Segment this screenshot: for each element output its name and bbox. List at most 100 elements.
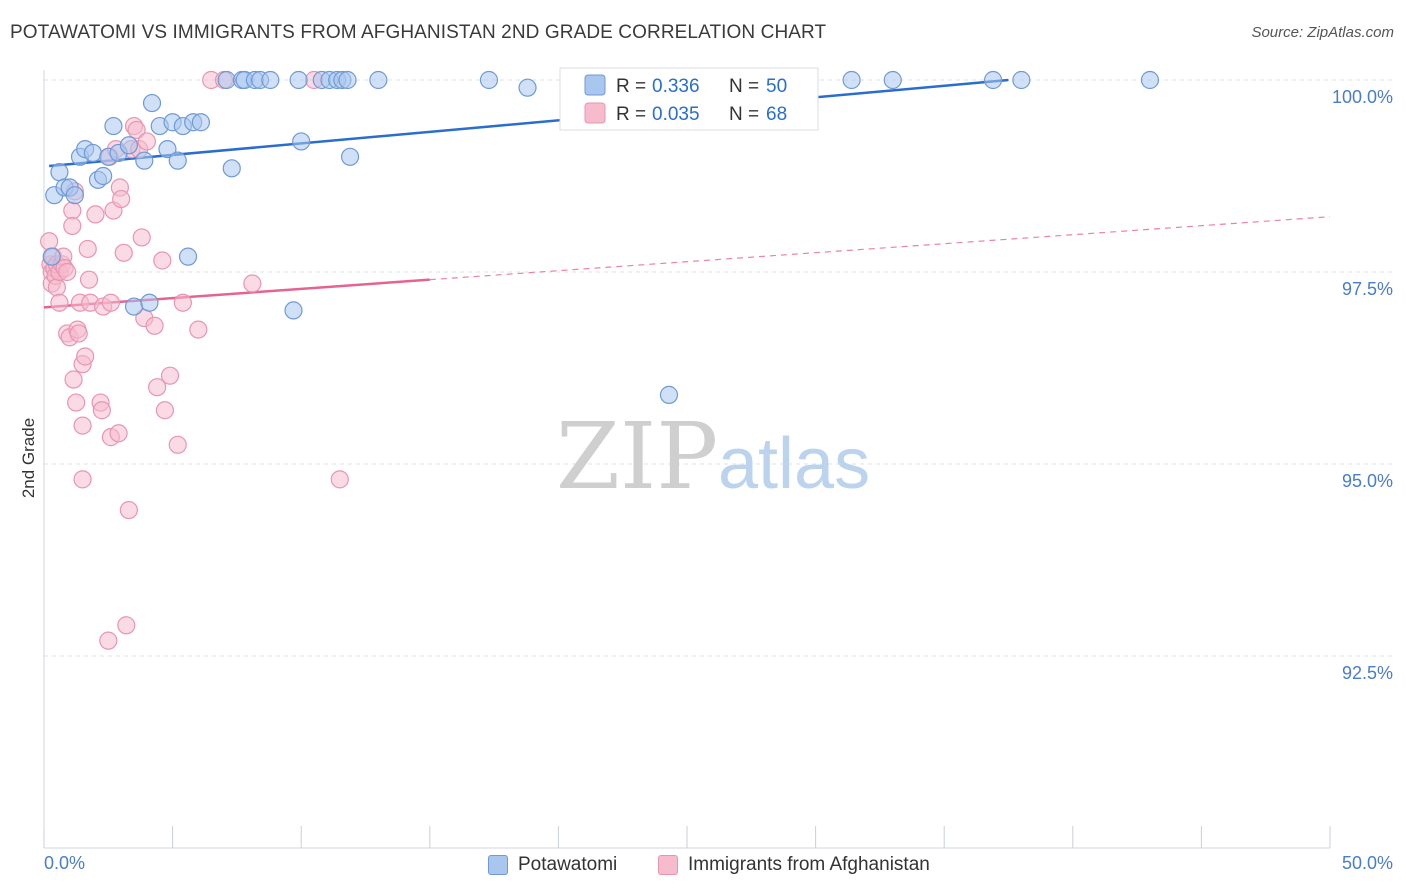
point-afghanistan [50,293,69,312]
point-afghanistan [63,201,82,220]
point-potawatomi [158,140,177,159]
legend-item-potawatomi: Potawatomi [488,852,617,878]
point-afghanistan [132,228,151,247]
point-afghanistan [69,324,88,343]
point-potawatomi [261,70,280,90]
point-afghanistan [67,393,86,412]
point-afghanistan [148,378,167,397]
legend-bottom-swatch-afghanistan [658,855,678,875]
x-tick-label: 50.0% [1342,853,1393,873]
point-afghanistan [243,274,262,293]
point-potawatomi [289,70,308,90]
legend-r-label-2: R = [616,104,646,125]
point-afghanistan [330,470,349,489]
point-afghanistan [109,424,128,443]
legend-swatch-potawatomi [584,74,606,96]
point-afghanistan [73,416,92,435]
point-afghanistan [76,347,95,366]
point-afghanistan [101,293,120,312]
point-afghanistan [78,239,97,259]
point-potawatomi [83,143,102,163]
point-afghanistan [99,631,118,650]
y-tick-label: 97.5% [1342,279,1393,299]
point-afghanistan [189,320,208,339]
watermark-zip: ZIP [556,403,718,510]
point-afghanistan [173,293,192,312]
point-potawatomi [338,70,357,90]
legend-bottom-swatch-potawatomi [488,855,508,875]
x-tick-labels: 0.0% 50.0% [44,853,1393,873]
legend-n-label-1: N = [729,76,759,97]
legend-r-label-1: R = [616,76,646,97]
legend-swatch-afghanistan [584,102,606,124]
watermark-atlas: atlas [718,424,870,504]
point-afghanistan [117,616,136,635]
y-axis-label: 2nd Grade [19,418,38,498]
legend-item-afghanistan: Immigrants from Afghanistan [658,852,930,878]
point-potawatomi [124,297,144,316]
point-afghanistan [112,189,131,209]
point-potawatomi [842,70,861,90]
chart-title: POTAWATOMI VS IMMIGRANTS FROM AFGHANISTA… [10,22,827,43]
point-potawatomi [168,151,187,170]
point-potawatomi [191,113,210,132]
point-potawatomi [142,93,162,113]
point-potawatomi [119,136,138,155]
point-potawatomi [369,70,388,90]
point-afghanistan [73,470,92,489]
legend-n-value-2: 68 [766,104,787,125]
legend-n-value-1: 50 [766,76,787,97]
x-tick-marks [43,826,1331,848]
point-afghanistan [64,370,83,389]
point-potawatomi [65,186,84,205]
point-potawatomi [104,116,123,136]
point-potawatomi [479,70,499,90]
point-afghanistan [92,401,111,420]
point-potawatomi [340,147,360,166]
x-tick-label: 0.0% [44,853,85,873]
point-potawatomi [983,70,1003,90]
y-tick-label: 100.0% [1332,87,1393,107]
point-afghanistan [127,120,146,140]
y-tick-labels: 100.0% 97.5% 95.0% 92.5% [1332,87,1393,683]
point-afghanistan [153,251,172,270]
point-potawatomi [42,247,61,266]
gridlines [44,79,1395,657]
point-afghanistan [79,270,99,289]
point-potawatomi [135,151,154,170]
legend-r-value-2: 0.035 [652,104,700,125]
source-credit: Source: ZipAtlas.com [1251,24,1394,41]
legend-bottom: Potawatomi Immigrants from Afghanistan [0,852,1406,878]
point-potawatomi [50,163,69,182]
legend-bottom-label-potawatomi: Potawatomi [518,854,618,875]
point-potawatomi [659,385,679,404]
legend-n-label-2: N = [729,104,759,125]
trend-line-afghanistan-extension [429,216,1331,281]
point-afghanistan [47,278,66,297]
point-potawatomi [1140,70,1160,90]
point-afghanistan [155,401,174,420]
legend-top: R = 0.336 N = 50 R = 0.035 N = 68 [559,67,819,131]
point-potawatomi [217,70,236,90]
point-potawatomi [94,166,113,186]
y-tick-label: 92.5% [1342,663,1393,683]
trend-line-potawatomi [49,78,1009,168]
point-potawatomi [518,78,537,97]
point-potawatomi [883,70,902,90]
point-potawatomi [140,293,159,312]
point-afghanistan [58,262,77,282]
point-afghanistan [145,316,164,335]
point-potawatomi [284,301,303,320]
point-afghanistan [119,500,138,520]
data-points [40,70,1160,650]
point-potawatomi [178,247,198,266]
point-afghanistan [168,435,187,454]
point-afghanistan [40,232,59,251]
legend-bottom-label-afghanistan: Immigrants from Afghanistan [688,854,930,875]
point-potawatomi [1012,70,1031,90]
legend-r-value-1: 0.336 [652,76,700,97]
y-tick-label: 95.0% [1342,471,1393,491]
point-afghanistan [86,205,105,224]
point-afghanistan [137,132,156,151]
